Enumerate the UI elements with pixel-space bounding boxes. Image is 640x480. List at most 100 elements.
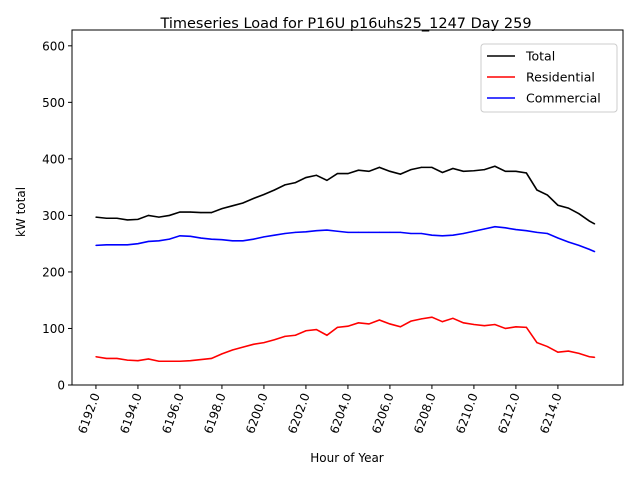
data-point-commercial [389, 231, 391, 233]
data-point-residential [179, 360, 181, 362]
data-point-residential [294, 334, 297, 336]
data-point-commercial [420, 232, 423, 235]
data-point-total [168, 214, 171, 217]
x-tick-label: 6210.0 [453, 391, 481, 435]
data-point-commercial [357, 231, 360, 233]
data-point-total [210, 211, 213, 214]
data-point-commercial [452, 234, 454, 236]
data-point-commercial [284, 232, 286, 235]
data-point-residential [578, 352, 580, 354]
data-point-residential [284, 335, 286, 337]
data-point-commercial [494, 226, 496, 228]
data-point-commercial [594, 250, 596, 253]
data-point-residential [473, 323, 475, 326]
data-point-commercial [116, 244, 118, 246]
data-point-residential [315, 329, 318, 331]
data-point-residential [95, 356, 97, 358]
data-point-total [221, 208, 223, 210]
legend-box [480, 43, 618, 113]
data-point-total [147, 214, 150, 217]
data-point-residential [399, 326, 402, 328]
data-point-total [431, 166, 433, 168]
data-point-total [336, 172, 339, 175]
data-point-residential [525, 326, 528, 328]
data-point-total [126, 219, 129, 221]
series-line-commercial [95, 225, 595, 253]
data-point-residential [452, 317, 454, 319]
y-tick-label: 600 [42, 39, 65, 53]
data-point-commercial [315, 230, 318, 232]
data-point-commercial [189, 235, 192, 237]
series-group [95, 165, 596, 363]
data-point-residential [326, 334, 328, 336]
data-point-total [462, 170, 465, 172]
data-point-total [263, 193, 265, 196]
data-point-total [420, 166, 423, 168]
data-point-residential [389, 323, 391, 325]
data-point-total [273, 189, 276, 191]
series-line-total [95, 165, 596, 225]
data-point-residential [567, 350, 570, 352]
y-tick-label: 100 [42, 322, 65, 336]
data-point-residential [494, 323, 496, 326]
series-line-residential [95, 316, 595, 363]
data-point-total [105, 217, 108, 219]
data-point-total [557, 204, 559, 206]
data-point-total [326, 179, 328, 181]
data-point-total [347, 172, 349, 175]
data-point-total [473, 170, 475, 172]
legend: Total Residential Commercial [480, 43, 618, 113]
data-point-total [95, 216, 97, 218]
data-point-residential [357, 322, 360, 324]
data-point-residential [210, 357, 213, 360]
data-point-commercial [546, 232, 549, 235]
data-point-residential [515, 326, 517, 328]
data-point-total [578, 213, 580, 215]
data-point-total [536, 189, 538, 191]
data-point-residential [378, 319, 381, 321]
data-point-total [483, 169, 486, 171]
data-point-residential [116, 357, 118, 360]
data-point-total [116, 217, 118, 219]
data-point-total [368, 170, 370, 172]
data-point-commercial [462, 232, 465, 235]
legend-label-commercial: Commercial [526, 91, 601, 106]
data-point-residential [441, 321, 444, 323]
data-point-commercial [305, 231, 307, 233]
data-point-total [158, 216, 160, 218]
data-point-total [189, 211, 192, 213]
data-point-residential [158, 360, 160, 362]
x-tick-label: 6198.0 [201, 391, 229, 435]
data-point-residential [336, 326, 339, 328]
data-point-total [588, 220, 591, 222]
data-point-commercial [515, 228, 517, 231]
data-point-commercial [525, 230, 528, 232]
data-point-residential [431, 316, 433, 318]
data-point-commercial [263, 236, 265, 238]
data-point-commercial [179, 235, 181, 237]
y-tick-label: 400 [42, 152, 65, 166]
data-point-residential [263, 342, 265, 344]
data-point-commercial [168, 238, 171, 240]
x-tick-label: 6192.0 [75, 391, 103, 435]
data-point-residential [410, 320, 412, 322]
data-point-total [441, 171, 444, 174]
legend-label-residential: Residential [526, 70, 595, 85]
data-point-commercial [368, 231, 370, 233]
data-point-residential [594, 356, 596, 358]
data-point-commercial [221, 239, 223, 241]
data-point-total [315, 174, 318, 176]
data-point-total [378, 166, 381, 168]
data-point-commercial [557, 237, 559, 239]
data-point-residential [483, 325, 486, 327]
data-point-total [504, 170, 507, 172]
data-point-residential [200, 358, 202, 361]
data-point-commercial [105, 244, 108, 246]
data-point-total [399, 173, 402, 175]
x-tick-label: 6214.0 [537, 391, 565, 435]
data-point-residential [420, 318, 423, 320]
data-point-commercial [200, 237, 202, 239]
data-point-commercial [483, 228, 486, 230]
data-point-commercial [137, 243, 139, 245]
x-tick-label: 6194.0 [117, 391, 145, 435]
